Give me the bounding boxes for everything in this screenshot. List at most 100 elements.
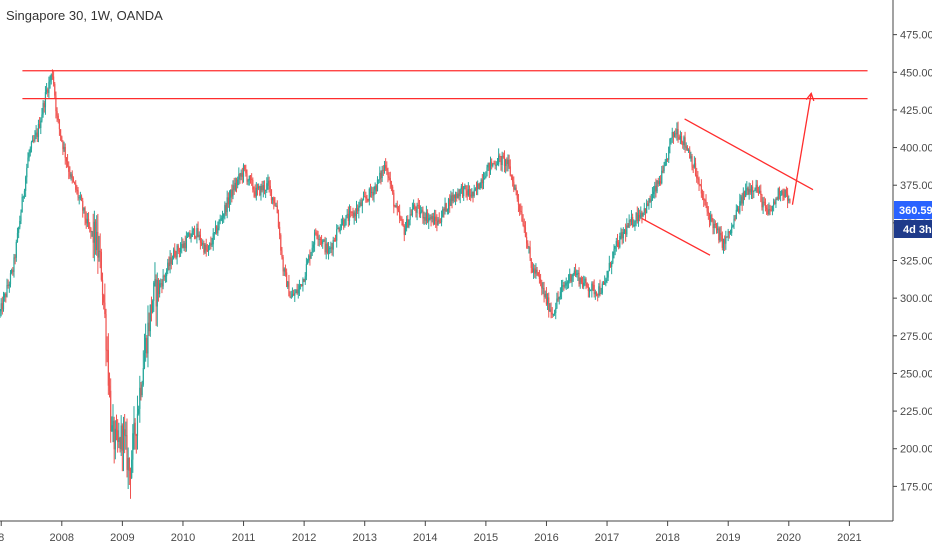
candle-body: [344, 225, 346, 227]
candle-body: [7, 285, 9, 287]
candle-body: [500, 156, 502, 165]
candle-body: [171, 259, 174, 264]
candle-body: [491, 161, 493, 167]
candle-body: [536, 269, 538, 273]
candle-body: [700, 185, 702, 194]
candle-body: [594, 292, 596, 295]
candle-body: [692, 166, 694, 168]
candle-body: [379, 172, 381, 180]
candle-body: [101, 279, 104, 296]
candle-body: [564, 285, 566, 287]
candle-body: [337, 227, 339, 230]
candle-body: [649, 198, 651, 202]
candle-body: [226, 197, 228, 213]
candle-body: [375, 185, 377, 192]
candle-body: [282, 257, 284, 272]
candle-body: [748, 188, 750, 195]
candle-body: [545, 293, 548, 305]
candle-body: [552, 313, 555, 315]
candle-body: [288, 281, 290, 297]
candle-body: [20, 212, 22, 221]
drawings-layer[interactable]: [22, 70, 868, 256]
candle-body: [351, 211, 353, 213]
candle-body: [644, 208, 647, 214]
candle-body: [103, 295, 105, 303]
candle-body: [433, 216, 436, 225]
candle-body: [646, 203, 648, 214]
projection-arrow-line[interactable]: [791, 93, 812, 205]
candle-body: [339, 228, 341, 232]
candle-body: [740, 196, 742, 202]
candle-body: [308, 255, 310, 261]
candle-body: [600, 292, 602, 294]
candle-body: [761, 194, 763, 208]
candle-body: [586, 283, 588, 287]
candle-body: [237, 179, 239, 186]
candle-body: [697, 178, 699, 180]
candle-body: [152, 300, 154, 313]
candle-body: [607, 270, 609, 278]
candle-body: [468, 189, 471, 195]
candle-body: [776, 198, 778, 200]
candle-body: [272, 197, 274, 201]
candle-body: [0, 303, 2, 312]
trendline[interactable]: [684, 118, 814, 191]
time-tick-label: 2009: [110, 532, 134, 544]
trendline[interactable]: [641, 217, 711, 256]
candle-body: [83, 207, 85, 211]
candle-body: [471, 191, 473, 197]
time-axis[interactable]: 8 2008 2009 2010 2011 2012 2013 2014 2015 2016 201…: [0, 521, 862, 544]
candle-body: [484, 178, 486, 180]
candle-body: [73, 181, 76, 184]
last-price-badge-bg: [894, 201, 932, 219]
candle-body: [93, 221, 95, 243]
candle-body: [207, 245, 210, 251]
candle-body: [71, 174, 73, 179]
candle-body: [474, 188, 476, 190]
candle-body: [544, 293, 546, 297]
candle-body: [480, 179, 482, 189]
candle-body: [119, 437, 121, 450]
candle-body: [457, 193, 459, 198]
candle-body: [220, 218, 222, 220]
candle-body: [160, 283, 162, 285]
candle-body: [376, 179, 379, 192]
candle-body: [262, 185, 264, 191]
candle-body: [576, 273, 578, 275]
candle-body: [132, 433, 134, 460]
candle-body: [261, 185, 263, 191]
candle-body: [593, 284, 595, 295]
candle-body: [265, 189, 267, 191]
candle-body: [124, 429, 126, 436]
candle-body: [9, 273, 12, 285]
candle-body: [154, 279, 156, 283]
candle-body: [15, 241, 17, 258]
price-tick-label: 275.00: [900, 331, 932, 343]
candle-body: [673, 133, 676, 137]
candle-body: [283, 268, 285, 272]
candle-body: [323, 240, 325, 242]
candle-body: [735, 209, 737, 219]
candle-body: [366, 198, 368, 200]
candle-body: [161, 283, 163, 287]
bar-countdown-label: 4d 3h: [903, 224, 932, 236]
candle-body: [643, 208, 645, 213]
candle-body: [305, 264, 308, 277]
candle-body: [522, 221, 524, 226]
candle-body: [642, 212, 644, 217]
candle-body: [567, 280, 570, 283]
candle-body: [528, 247, 530, 249]
candle-body: [571, 276, 573, 282]
candle-body: [402, 220, 404, 226]
candle-body: [719, 232, 721, 241]
candle-body: [157, 279, 160, 295]
candle-body: [204, 244, 206, 253]
candle-body: [143, 353, 146, 369]
candle-body: [313, 232, 316, 245]
candle-body: [551, 312, 553, 315]
candle-body: [239, 174, 241, 177]
candle-body: [707, 211, 709, 214]
candle-body: [369, 188, 372, 193]
candle-body: [227, 197, 229, 205]
